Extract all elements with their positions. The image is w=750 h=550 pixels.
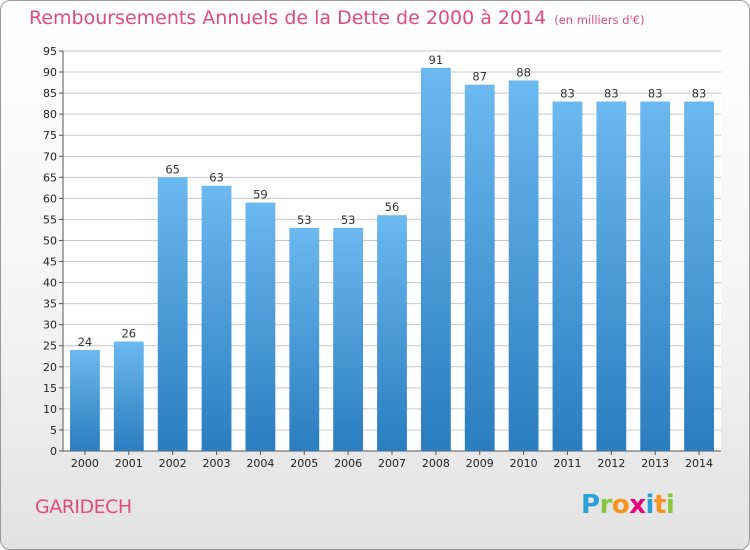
bar-2000 bbox=[70, 349, 100, 451]
y-tick-label: 20 bbox=[43, 361, 57, 374]
chart-subtitle: (en milliers d'€) bbox=[554, 13, 645, 27]
bar-2005 bbox=[289, 227, 320, 451]
x-tick-label-2006: 2006 bbox=[334, 457, 362, 470]
data-label-2000: 24 bbox=[78, 335, 93, 349]
data-label-2012: 83 bbox=[604, 87, 619, 101]
data-label-2014: 83 bbox=[692, 87, 707, 101]
x-tick-label-2014: 2014 bbox=[685, 457, 713, 470]
bar-2007 bbox=[377, 215, 407, 451]
bar-2014 bbox=[684, 101, 714, 452]
data-label-2013: 83 bbox=[648, 87, 663, 101]
y-tick-label: 70 bbox=[43, 150, 57, 163]
title-row: Remboursements Annuels de la Dette de 20… bbox=[29, 7, 644, 29]
y-tick-label: 65 bbox=[43, 171, 57, 184]
y-tick-label: 30 bbox=[43, 319, 57, 332]
y-tick-label: 85 bbox=[43, 87, 57, 100]
bar-2010 bbox=[508, 80, 539, 451]
x-tick-label-2000: 2000 bbox=[71, 457, 99, 470]
bar-2008 bbox=[420, 67, 451, 451]
bar-2002 bbox=[157, 177, 188, 451]
x-tick-label-2005: 2005 bbox=[290, 457, 318, 470]
x-tick-label-2007: 2007 bbox=[378, 457, 406, 470]
logo-letter: t bbox=[653, 490, 666, 520]
logo-letter: i bbox=[665, 490, 675, 520]
y-tick-label: 55 bbox=[43, 213, 57, 226]
data-label-2004: 59 bbox=[253, 188, 268, 202]
y-tick-label: 50 bbox=[43, 234, 57, 247]
bar-2003 bbox=[201, 185, 232, 451]
bar-2011 bbox=[552, 101, 583, 452]
bar-2013 bbox=[640, 101, 671, 452]
bars bbox=[70, 67, 714, 452]
x-tick-label-2009: 2009 bbox=[466, 457, 494, 470]
data-label-2009: 87 bbox=[472, 70, 487, 84]
y-tick-label: 5 bbox=[50, 424, 57, 437]
x-tick-label-2002: 2002 bbox=[159, 457, 187, 470]
y-tick-label: 80 bbox=[43, 108, 57, 121]
y-tick-label: 10 bbox=[43, 403, 57, 416]
commune-name: GARIDECH bbox=[35, 496, 132, 518]
logo-letter: x bbox=[629, 490, 646, 520]
data-label-2006: 53 bbox=[341, 213, 356, 227]
data-label-2005: 53 bbox=[297, 213, 312, 227]
data-label-2010: 88 bbox=[516, 65, 531, 79]
x-tick-label-2008: 2008 bbox=[422, 457, 450, 470]
bar-2009 bbox=[464, 84, 495, 452]
x-tick-label-2013: 2013 bbox=[641, 457, 669, 470]
proxiti-logo: Proxiti bbox=[581, 490, 675, 520]
y-tick-label: 35 bbox=[43, 298, 57, 311]
bar-2006 bbox=[333, 227, 364, 451]
bar-2004 bbox=[245, 202, 276, 451]
bar-2001 bbox=[113, 341, 144, 451]
logo-letter: P bbox=[581, 490, 600, 520]
y-tick-label: 75 bbox=[43, 129, 57, 142]
x-tick-label-2010: 2010 bbox=[510, 457, 538, 470]
x-tick-label-2012: 2012 bbox=[597, 457, 625, 470]
y-tick-label: 95 bbox=[43, 45, 57, 58]
x-tick-label-2001: 2001 bbox=[115, 457, 143, 470]
x-tick-label-2003: 2003 bbox=[203, 457, 231, 470]
x-tick-label-2011: 2011 bbox=[553, 457, 581, 470]
y-tick-label: 60 bbox=[43, 192, 57, 205]
data-label-2007: 56 bbox=[385, 200, 400, 214]
y-tick-label: 0 bbox=[50, 445, 57, 458]
chart-title: Remboursements Annuels de la Dette de 20… bbox=[29, 7, 547, 29]
labels: 0 5 10 15 20 25 30 35 40 45 50 55 60 65 70 75 80 85 90 95 24… bbox=[43, 45, 713, 470]
y-tick-label: 25 bbox=[43, 340, 57, 353]
x-tick-label-2004: 2004 bbox=[246, 457, 274, 470]
y-tick-label: 15 bbox=[43, 382, 57, 395]
data-label-2003: 63 bbox=[209, 171, 224, 185]
data-label-2002: 65 bbox=[165, 162, 180, 176]
y-tick-label: 40 bbox=[43, 277, 57, 290]
logo-letter: r bbox=[599, 490, 613, 520]
data-label-2001: 26 bbox=[121, 327, 136, 341]
data-label-2008: 91 bbox=[429, 53, 444, 67]
y-tick-label: 90 bbox=[43, 66, 57, 79]
bar-2012 bbox=[596, 101, 627, 452]
data-label-2011: 83 bbox=[560, 87, 575, 101]
y-tick-label: 45 bbox=[43, 256, 57, 269]
logo-letter: i bbox=[645, 490, 655, 520]
logo-letter: o bbox=[611, 490, 630, 520]
